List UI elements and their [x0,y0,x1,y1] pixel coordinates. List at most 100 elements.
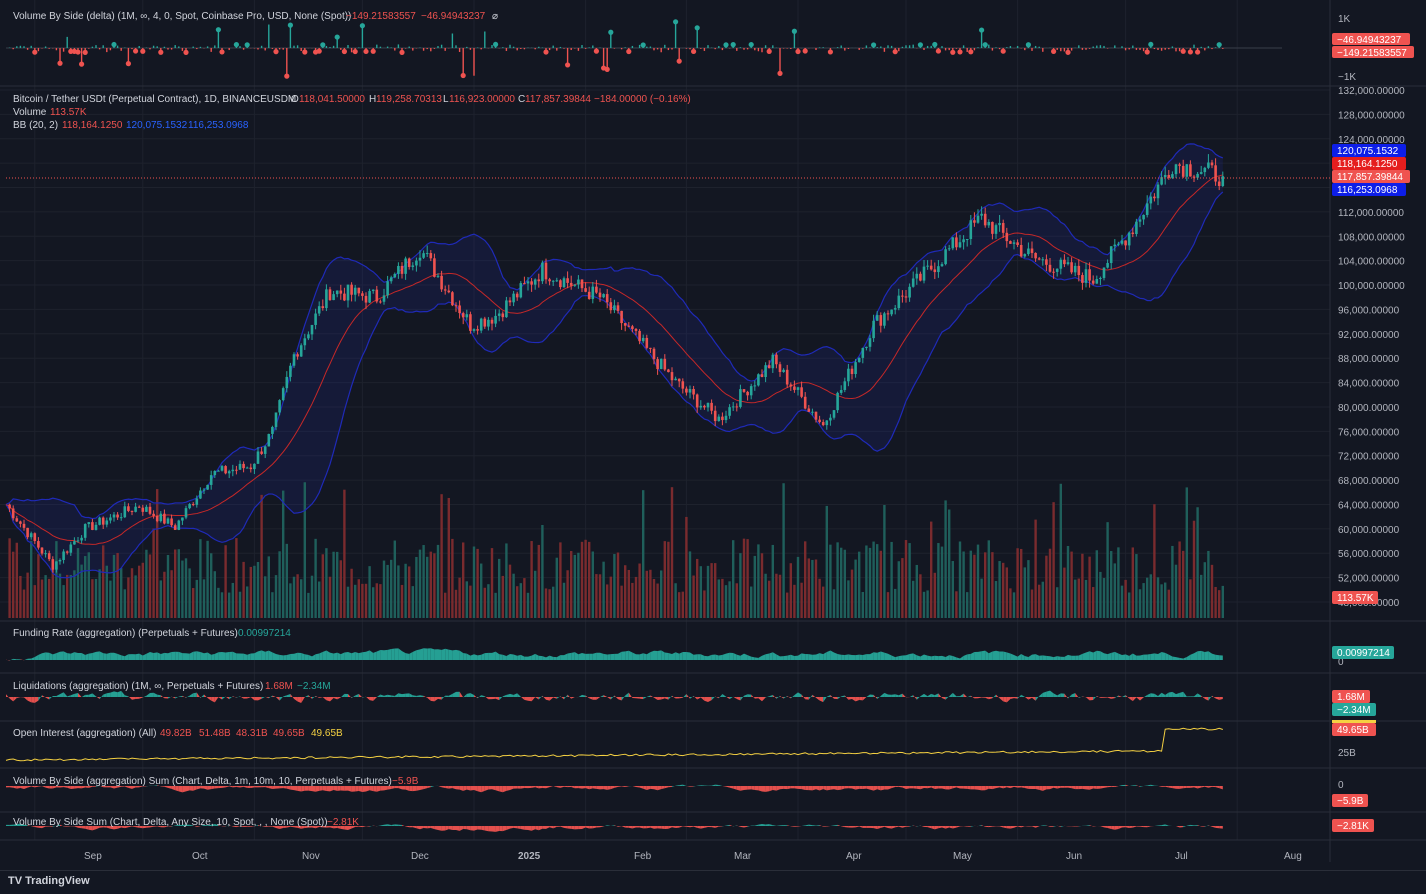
funding-area [240,654,244,660]
vbs-sum-area [528,826,532,831]
vbs-agg-title: Volume By Side (aggregation) Sum (Chart,… [13,776,392,787]
candle-body [131,511,134,512]
vbs-sum-area [1136,826,1140,827]
candle-body [253,464,256,469]
liquidation-area [136,697,140,699]
vbs-agg-area [1046,786,1050,789]
funding-area [1097,651,1101,660]
funding-area [352,652,356,660]
volume-bar [638,564,640,618]
volume-bar [1128,592,1130,618]
candle-body [106,521,109,525]
bb-basis-tag: 118,164.1250 [1337,159,1398,170]
funding-area [899,656,903,660]
volume-bar [257,562,259,618]
funding-area [323,650,327,660]
candle-body [473,329,476,331]
volume-bar [833,589,835,618]
candle-body [116,515,119,518]
funding-area [136,654,140,660]
liq-title: Liquidations (aggregation) (1M, ∞, Perpe… [13,681,263,692]
price-axis-label: 96,000.00000 [1338,305,1400,316]
candle-body [851,369,854,374]
candle-body [307,334,310,338]
candle-body [761,374,764,377]
delta-tag-1: −46.94943237 [1337,35,1402,46]
candle-body [444,289,447,290]
volume-bar [998,561,1000,618]
volume-bar [901,558,903,618]
vbs-agg-area [859,786,863,789]
vbs-sum-area [427,826,431,828]
volume-label: Volume [13,107,47,118]
volume-bar [570,551,572,618]
delta-dot [749,42,754,47]
candle-body [44,553,47,554]
volume-bar [1088,557,1090,618]
funding-area [694,654,698,660]
chart-canvas[interactable]: Volume By Side (delta) (1M, ∞, 4, 0, Spo… [0,0,1426,870]
volume-bar [1178,541,1180,618]
vbs-sum-title: Volume By Side Sum (Chart, Delta, Any Si… [13,817,328,828]
candle-body [764,365,767,377]
funding-area [200,652,204,660]
volume-bar [433,553,435,618]
candle-body [854,362,857,374]
candle-body [955,237,958,247]
main-symbol-title: Bitcoin / Tether USDt (Perpetual Contrac… [13,94,296,105]
funding-area [1136,656,1140,660]
volume-bar [934,573,936,618]
funding-area [424,648,428,660]
candle-body [642,338,645,341]
volume-bar [426,557,428,618]
candle-body [811,412,814,413]
delta-dot [968,49,973,54]
vbs-sum-value: −2.81K [327,817,359,828]
funding-area [820,653,824,660]
volume-bar [703,590,705,618]
candle-body [224,466,227,473]
candle-body [898,296,901,308]
candle-body [509,300,512,302]
volume-bar [1153,504,1155,618]
candle-body [739,389,742,407]
liquidation-area [528,697,532,701]
volume-bar [1096,550,1098,618]
candle-body [685,389,688,393]
liquidation-area [1151,693,1155,697]
vbs-agg-area [978,786,982,790]
vbs-agg-area [1093,786,1097,789]
volume-bar [37,554,39,618]
price-axis-label: 60,000.00000 [1338,525,1400,536]
candle-body [1060,260,1063,269]
funding-area [420,648,424,660]
delta-value-2: −46.94943237 [421,11,486,22]
candle-body [1103,268,1106,278]
delta-dot [565,62,570,67]
delta-value-3: ⌀ [492,11,498,22]
funding-area [276,654,280,660]
funding-area [1154,653,1158,660]
candle-body [275,412,278,427]
price-axis-label: 112,000.00000 [1338,208,1404,219]
vbs-agg-area [478,786,482,792]
candle-body [671,372,674,380]
volume-bar [714,563,716,618]
volume-bar [181,561,183,618]
volume-bar [23,590,25,618]
candle-body [718,417,721,421]
candle-body [833,410,836,418]
oi-tag-marker [1332,720,1376,723]
vbs-sum-area [665,826,669,829]
volume-bar [653,579,655,618]
candle-body [606,294,609,302]
volume-bar [728,581,730,618]
vbs-agg-area [791,786,795,788]
volume-bar [394,541,396,618]
volume-bar [430,552,432,618]
delta-dot [371,49,376,54]
candle-body [250,468,253,470]
candle-body [127,506,130,511]
candle-body [199,491,202,499]
